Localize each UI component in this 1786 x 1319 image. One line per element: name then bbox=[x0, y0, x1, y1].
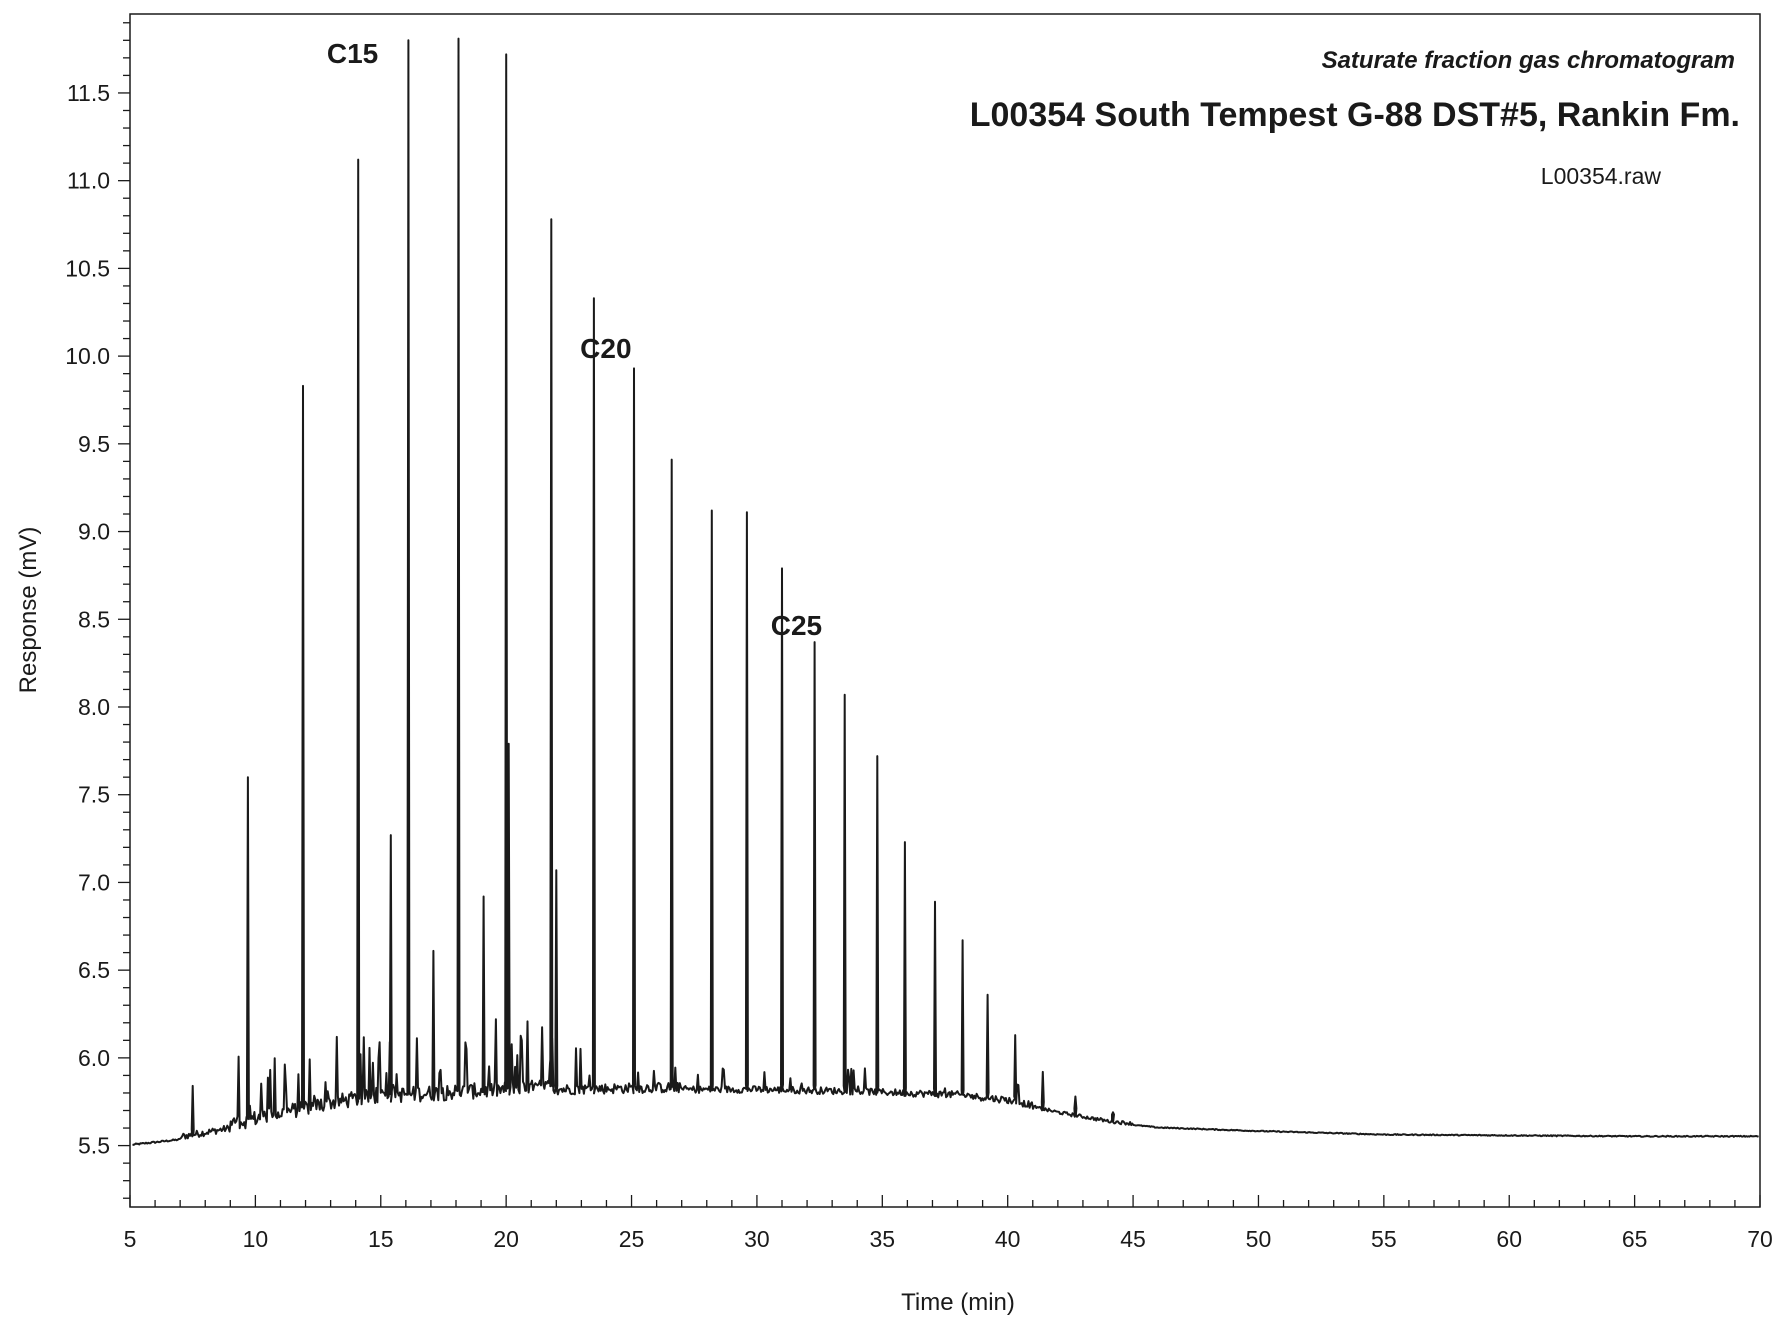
peak-annotation-c15: C15 bbox=[327, 38, 378, 69]
chromatogram-trace bbox=[132, 37, 1759, 1146]
peak-annotation-c25: C25 bbox=[771, 610, 822, 641]
x-tick-label: 60 bbox=[1496, 1226, 1522, 1252]
x-tick-label: 45 bbox=[1120, 1226, 1146, 1252]
y-axis-title: Response (mV) bbox=[15, 527, 42, 694]
y-axis: 5.5 6.0 6.5 7.0 7.5 8.0 8.5 9.0 9.5 10.0 10.5 11.0 1… bbox=[65, 22, 130, 1199]
peak-annotations: C15 C20 C25 bbox=[327, 38, 822, 641]
file-label: L00354.raw bbox=[1541, 163, 1662, 189]
x-tick-label: 35 bbox=[870, 1226, 896, 1252]
y-tick-label: 6.0 bbox=[78, 1045, 110, 1071]
x-tick-label: 65 bbox=[1622, 1226, 1648, 1252]
x-tick-label: 10 bbox=[243, 1226, 269, 1252]
y-tick-label: 10.0 bbox=[65, 343, 110, 369]
x-tick-label: 15 bbox=[368, 1226, 394, 1252]
x-tick-label: 20 bbox=[493, 1226, 519, 1252]
y-tick-label: 11.0 bbox=[67, 168, 110, 194]
y-tick-label: 9.0 bbox=[78, 519, 110, 545]
y-tick-label: 7.0 bbox=[78, 869, 110, 895]
x-tick-label: 70 bbox=[1747, 1226, 1773, 1252]
y-tick-label: 6.5 bbox=[78, 957, 110, 983]
y-tick-label: 5.5 bbox=[78, 1133, 110, 1159]
x-tick-label: 5 bbox=[124, 1226, 137, 1252]
y-tick-label: 8.5 bbox=[78, 606, 110, 632]
peak-annotation-c20: C20 bbox=[580, 333, 631, 364]
x-tick-label: 50 bbox=[1246, 1226, 1272, 1252]
chart-subtitle: Saturate fraction gas chromatogram bbox=[1322, 47, 1735, 74]
y-tick-label: 9.5 bbox=[78, 431, 110, 457]
x-tick-label: 25 bbox=[619, 1226, 645, 1252]
y-tick-label: 10.5 bbox=[65, 255, 110, 281]
y-tick-label: 8.0 bbox=[78, 694, 110, 720]
chart-title: L00354 South Tempest G-88 DST#5, Rankin … bbox=[970, 96, 1740, 134]
x-tick-label: 55 bbox=[1371, 1226, 1397, 1252]
y-tick-label: 11.5 bbox=[67, 80, 110, 106]
x-axis: 5 10 15 20 25 30 35 40 45 50 55 60 65 70 bbox=[124, 1195, 1773, 1252]
y-tick-label: 7.5 bbox=[78, 782, 110, 808]
plot-frame bbox=[129, 13, 1761, 1208]
x-tick-label: 40 bbox=[995, 1226, 1021, 1252]
x-tick-label: 30 bbox=[744, 1226, 770, 1252]
x-axis-title: Time (min) bbox=[901, 1289, 1015, 1316]
